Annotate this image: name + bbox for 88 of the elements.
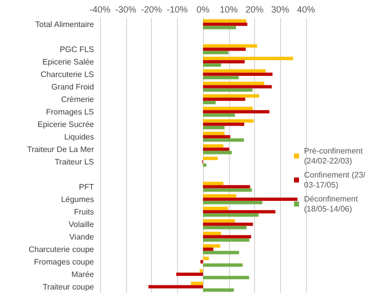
- y-tick-label: Fromages coupe: [34, 257, 95, 266]
- bar: [203, 94, 260, 98]
- bar: [203, 144, 224, 148]
- bar: [203, 119, 254, 123]
- legend-label: Confinement (23/03-17/05): [304, 170, 366, 190]
- x-tick-label: 20%: [245, 4, 264, 14]
- bar: [203, 248, 214, 251]
- bar: [203, 26, 236, 30]
- bar: [200, 260, 203, 264]
- bar: [203, 113, 235, 117]
- bar: [203, 82, 264, 86]
- bar: [203, 126, 225, 130]
- y-tick-label: Traiteur LS: [54, 157, 94, 166]
- bar: [203, 63, 222, 67]
- bar: [203, 56, 294, 60]
- bar: [203, 76, 239, 80]
- bar: [203, 110, 270, 114]
- x-tick-label: 40%: [296, 4, 316, 14]
- bar: [203, 276, 250, 280]
- bar: [203, 60, 245, 64]
- bar: [203, 148, 230, 151]
- x-tick-label: 30%: [271, 4, 290, 14]
- bar: [203, 210, 276, 214]
- bar: [203, 226, 247, 230]
- y-tick-label: Liquides: [64, 132, 94, 142]
- bar: [203, 135, 230, 138]
- bar: [203, 288, 234, 292]
- bar: [203, 132, 225, 136]
- x-tick-label: 10%: [220, 4, 238, 14]
- bar: [148, 285, 203, 288]
- y-tick-label: Charcuterie coupe: [28, 244, 95, 254]
- bar: [203, 22, 248, 26]
- bar: [203, 138, 244, 142]
- y-tick-label: Total Alimentaire: [35, 20, 95, 29]
- bar: [203, 85, 272, 88]
- bar: [200, 269, 203, 273]
- y-tick-label: Charcuterie LS: [40, 70, 94, 79]
- y-tick-label: Traiteur De La Mer: [27, 144, 94, 154]
- bar: [203, 48, 246, 51]
- x-tick-label: -40%: [89, 4, 111, 14]
- bar: [203, 44, 258, 48]
- bar: [203, 150, 232, 154]
- bar: [203, 263, 243, 267]
- bar: [203, 100, 216, 104]
- bar: [203, 188, 252, 192]
- bar: [203, 232, 222, 236]
- y-tick-label: Crèmerie: [61, 94, 95, 104]
- y-tick-label: Marée: [71, 270, 95, 279]
- bar: [203, 182, 224, 186]
- bar: [203, 256, 209, 260]
- bar: [203, 206, 228, 210]
- bar: [203, 198, 298, 201]
- y-tick-label: Traiteur coupe: [42, 282, 95, 292]
- y-tick-label: Grand Froid: [51, 82, 94, 92]
- y-tick-label: Epicerie Salée: [42, 57, 95, 66]
- bar: [203, 19, 246, 23]
- bar: [203, 250, 240, 254]
- x-tick-label: -20%: [140, 4, 162, 14]
- bar: [203, 200, 262, 204]
- bar: [203, 163, 206, 167]
- bar: [176, 272, 203, 276]
- legend-label: Déconfinement (18/05-14/06): [304, 194, 360, 214]
- bar: [203, 235, 252, 238]
- bar: [203, 88, 252, 92]
- x-tick-label: 0%: [196, 4, 210, 14]
- y-tick-label: Epicerie Sucrée: [38, 120, 95, 129]
- x-tick-label: -30%: [115, 4, 136, 14]
- bar: [203, 122, 244, 126]
- y-tick-label: Fruits: [74, 207, 94, 216]
- bar: [203, 219, 235, 223]
- legend-label: Pré-confinement (24/02-22/03): [304, 146, 365, 166]
- bar: [203, 222, 253, 226]
- bar: [203, 72, 273, 76]
- bar: [203, 238, 250, 242]
- x-tick-label: -10%: [166, 4, 188, 14]
- bar: [203, 185, 250, 188]
- y-tick-label: Volaille: [68, 220, 95, 229]
- bar: [203, 50, 228, 54]
- y-tick-label: Légumes: [61, 194, 94, 204]
- bar: [203, 98, 246, 101]
- y-tick-label: PGC FLS: [60, 44, 94, 54]
- bar: [203, 244, 220, 248]
- bar: [203, 213, 259, 217]
- bar: [203, 106, 253, 110]
- y-tick-label: PFT: [78, 182, 94, 192]
- bar: [203, 69, 266, 73]
- y-tick-label: Fromages LS: [46, 107, 94, 116]
- y-tick-label: Viande: [69, 232, 95, 242]
